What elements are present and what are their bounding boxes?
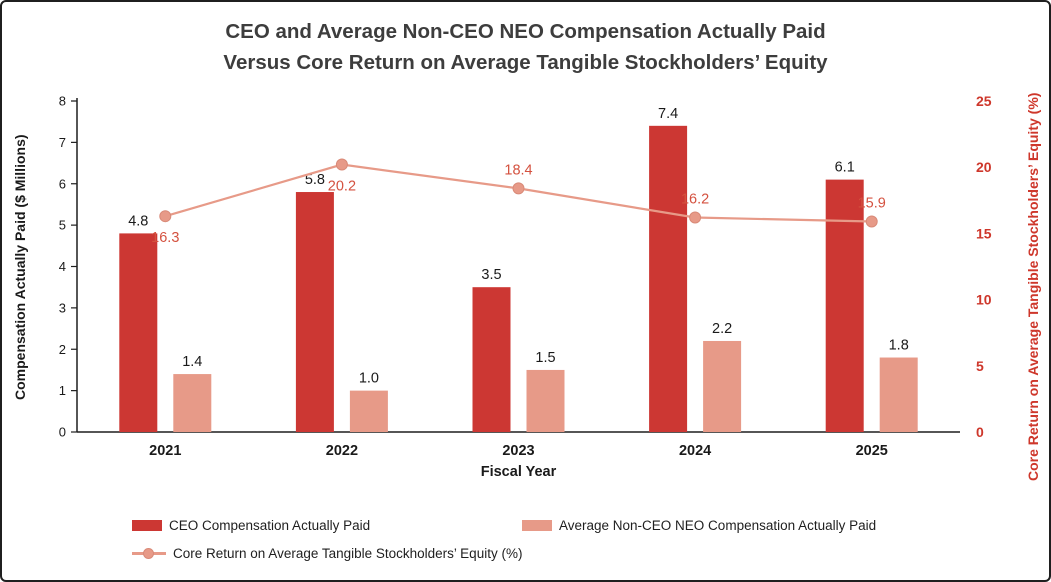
left-tick-label: 4 [59, 259, 66, 274]
ceo-bar-value-label: 7.4 [658, 106, 678, 122]
neo-bar [173, 374, 212, 432]
x-tick-label: 2023 [502, 443, 534, 459]
ceo-bar [825, 179, 864, 432]
legend-item-neo-bar: Average Non-CEO NEO Compensation Actuall… [522, 518, 876, 533]
legend-row-2: Core Return on Average Tangible Stockhol… [2, 546, 1049, 562]
legend-item-roae-line: Core Return on Average Tangible Stockhol… [132, 546, 522, 561]
neo-bar [879, 357, 918, 432]
ceo-bar [119, 233, 158, 432]
legend-swatch-neo-bar [522, 520, 552, 531]
neo-bar [349, 390, 388, 432]
x-tick-label: 2024 [679, 443, 711, 459]
right-tick-label: 5 [976, 358, 984, 374]
x-tick-label: 2021 [149, 443, 181, 459]
ceo-bar [649, 125, 688, 432]
roae-line-point [335, 158, 348, 171]
neo-bar-value-label: 2.2 [712, 321, 732, 337]
chart-title-line1: CEO and Average Non-CEO NEO Compensation… [225, 20, 826, 43]
ceo-bar [295, 192, 334, 432]
legend-label-neo-bar: Average Non-CEO NEO Compensation Actuall… [559, 518, 877, 533]
legend-swatch-ceo-bar [132, 520, 162, 531]
roae-line-point [689, 211, 702, 224]
left-tick-label: 1 [59, 383, 66, 398]
legend-item-ceo-bar: CEO Compensation Actually Paid [132, 518, 370, 533]
x-tick-label: 2022 [326, 443, 358, 459]
right-tick-label: 15 [976, 225, 992, 241]
neo-bar-value-label: 1.5 [535, 350, 555, 366]
neo-bar-value-label: 1.8 [889, 338, 909, 354]
legend-label-ceo-bar: CEO Compensation Actually Paid [169, 518, 371, 533]
left-tick-label: 2 [59, 342, 66, 357]
legend-line-dot [143, 548, 154, 559]
chart-title: CEO and Average Non-CEO NEO Compensation… [2, 16, 1049, 78]
roae-value-label: 18.4 [504, 162, 532, 178]
roae-value-label: 16.2 [681, 192, 709, 208]
right-tick-label: 10 [976, 292, 992, 308]
left-tick-label: 6 [59, 176, 66, 191]
right-tick-label: 0 [976, 424, 984, 440]
left-tick-label: 3 [59, 300, 66, 315]
left-tick-label: 7 [59, 135, 66, 150]
right-tick-label: 20 [976, 159, 992, 175]
left-tick-label: 8 [59, 94, 66, 109]
roae-value-label: 20.2 [328, 179, 356, 195]
chart-title-line2: Versus Core Return on Average Tangible S… [223, 51, 828, 74]
ceo-bar-value-label: 6.1 [835, 160, 855, 176]
ceo-bar [472, 287, 511, 432]
neo-bar-value-label: 1.0 [359, 371, 379, 387]
neo-bar [526, 369, 565, 432]
x-axis-title: Fiscal Year [480, 464, 557, 480]
neo-bar [703, 340, 742, 432]
roae-line-point [512, 182, 525, 195]
x-tick-label: 2025 [856, 443, 888, 459]
roae-line-point [865, 215, 878, 228]
roae-line-point [159, 210, 172, 223]
right-tick-label: 25 [976, 93, 992, 109]
left-tick-label: 5 [59, 218, 66, 233]
legend-row-1: CEO Compensation Actually Paid Average N… [2, 518, 1049, 534]
roae-value-label: 15.9 [858, 195, 886, 211]
legend-label-roae-line: Core Return on Average Tangible Stockhol… [173, 546, 523, 561]
ceo-bar-value-label: 5.8 [305, 172, 325, 188]
ceo-bar-value-label: 3.5 [481, 267, 501, 283]
left-tick-label: 0 [59, 425, 66, 440]
neo-bar-value-label: 1.4 [182, 354, 202, 370]
legend-line-marker-icon [132, 547, 166, 560]
roae-value-label: 16.3 [151, 230, 179, 246]
ceo-bar-value-label: 4.8 [128, 213, 148, 229]
